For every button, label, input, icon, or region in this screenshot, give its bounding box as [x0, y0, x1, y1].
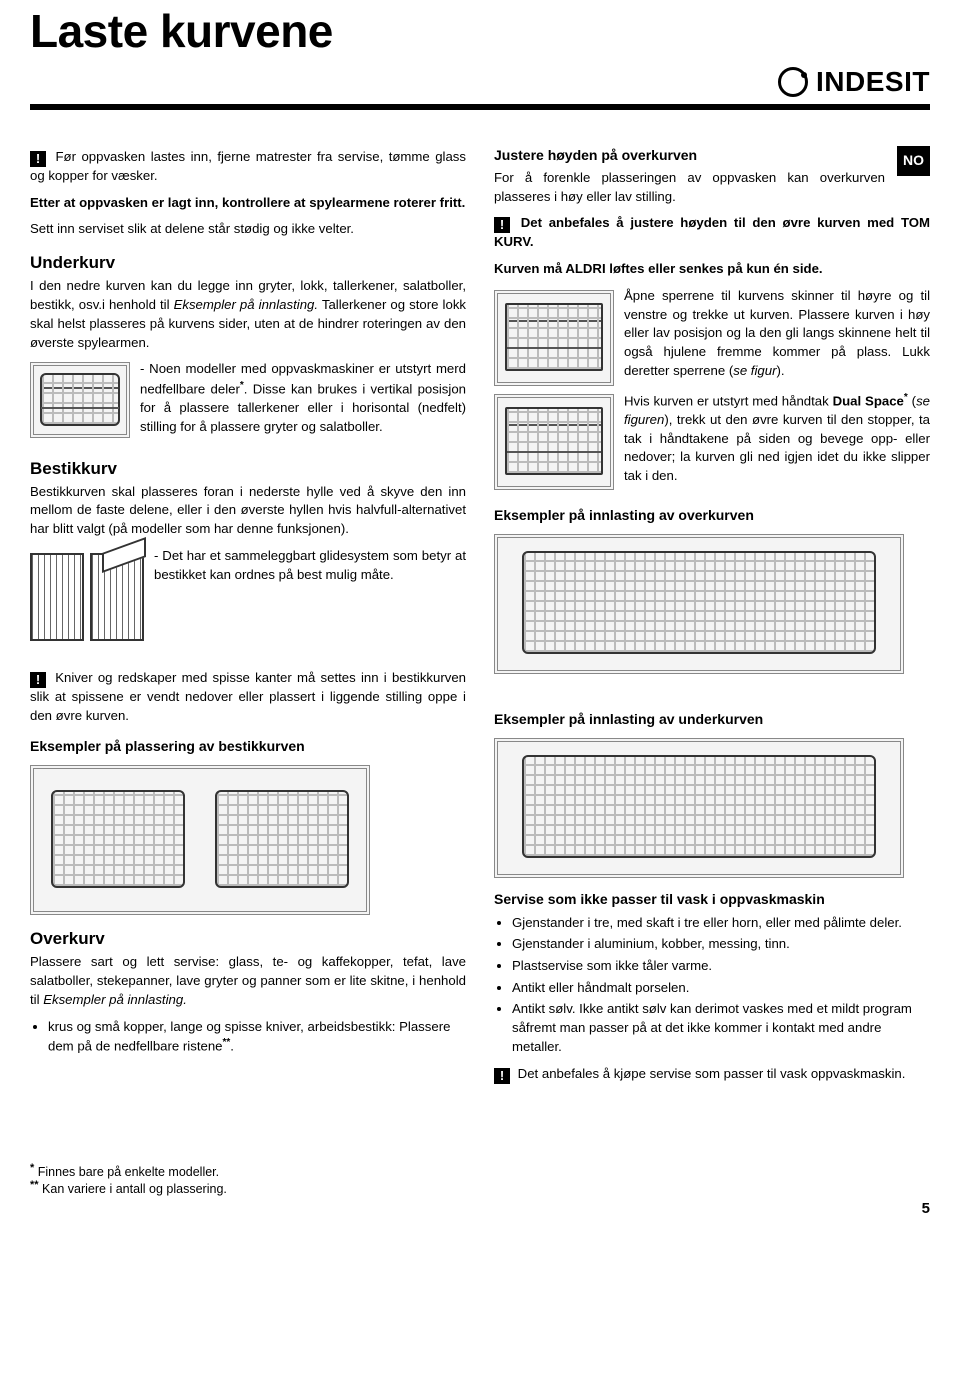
- footnotes: * Finnes bare på enkelte modeller. ** Ka…: [30, 1162, 930, 1196]
- ex-overkurv-heading: Eksempler på innlasting av overkurven: [494, 506, 930, 526]
- unsuitable-list: Gjenstander i tre, med skaft i tre eller…: [494, 914, 930, 1057]
- adjust-height-figure-2: [494, 394, 614, 490]
- justere-heading: Justere høyden på overkurven: [494, 146, 930, 166]
- col-right: NO Justere høyden på overkurven For å fo…: [494, 146, 930, 1092]
- justere-p1: For å forenkle plasseringen av oppvasken…: [494, 169, 930, 206]
- knives-warn-text: Kniver og redskaper med spisse kanter må…: [30, 670, 466, 723]
- bestikk-example-figure: [30, 765, 370, 915]
- page-title: Laste kurvene: [30, 4, 930, 58]
- intro-warning: ! Før oppvasken lastes inn, fjerne matre…: [30, 148, 466, 186]
- underkurv-loading-figure: [494, 738, 904, 878]
- underkurv-p1: I den nedre kurven kan du legge inn gryt…: [30, 277, 466, 352]
- cutlery-figure: [30, 553, 144, 641]
- justere-side-text-1: Åpne sperrene til kurvens skinner til hø…: [624, 287, 930, 381]
- justere-fig1-block: Åpne sperrene til kurvens skinner til hø…: [494, 287, 930, 389]
- col-left: ! Før oppvasken lastes inn, fjerne matre…: [30, 146, 466, 1092]
- bestikkurv-heading: Bestikkurv: [30, 457, 466, 481]
- bestikk-example-heading: Eksempler på plassering av bestikkurven: [30, 737, 466, 757]
- intro-warn-text: Før oppvasken lastes inn, fjerne matrest…: [30, 149, 466, 183]
- intro-check-arms: Etter at oppvasken er lagt inn, kontroll…: [30, 194, 466, 213]
- knives-warning: ! Kniver og redskaper med spisse kanter …: [30, 669, 466, 725]
- brand-mark-icon: [778, 67, 808, 97]
- unsuitable-li-4: Antikt eller håndmalt porselen.: [512, 979, 930, 998]
- justere-warning: ! Det anbefales å justere høyden til den…: [494, 214, 930, 252]
- overkurv-list: krus og små kopper, lange og spisse kniv…: [30, 1018, 466, 1057]
- overkurv-heading: Overkurv: [30, 927, 466, 951]
- justere-side-text-2: Hvis kurven er utstyrt med håndtak Dual …: [624, 391, 930, 486]
- unsuitable-li-3: Plastservise som ikke tåler varme.: [512, 957, 930, 976]
- warning-icon: !: [494, 217, 510, 233]
- ex-underkurv-heading: Eksempler på innlasting av underkurven: [494, 710, 930, 730]
- warning-icon: !: [494, 1068, 510, 1084]
- justere-bold-note: Kurven må ALDRI løftes eller senkes på k…: [494, 260, 930, 279]
- language-tag: NO: [897, 146, 930, 176]
- underkurv-figure: [30, 362, 130, 438]
- footnote-2: ** Kan variere i antall og plassering.: [30, 1179, 930, 1196]
- overkurv-li-1: krus og små kopper, lange og spisse kniv…: [48, 1018, 466, 1057]
- adjust-height-figure-1: [494, 290, 614, 386]
- overkurv-p1: Plassere sart og lett servise: glass, te…: [30, 953, 466, 1009]
- brand-row: INDESIT: [30, 66, 930, 98]
- unsuitable-warning: ! Det anbefales å kjøpe servise som pass…: [494, 1065, 930, 1084]
- intro-stable: Sett inn serviset slik at delene står st…: [30, 220, 466, 239]
- warning-icon: !: [30, 151, 46, 167]
- bestikkurv-p2: - Det har et sammeleggbart glidesystem s…: [154, 547, 466, 584]
- unsuitable-li-1: Gjenstander i tre, med skaft i tre eller…: [512, 914, 930, 933]
- bestikkurv-fig-block: - Det har et sammeleggbart glidesystem s…: [30, 547, 466, 645]
- footnote-1: * Finnes bare på enkelte modeller.: [30, 1162, 930, 1179]
- main-columns: ! Før oppvasken lastes inn, fjerne matre…: [30, 146, 930, 1092]
- underkurv-heading: Underkurv: [30, 251, 466, 275]
- page-number: 5: [30, 1200, 930, 1217]
- warning-icon: !: [30, 672, 46, 688]
- underkurv-p2: - Noen modeller med oppvaskmaskiner er u…: [140, 360, 466, 436]
- unsuitable-li-5: Antikt sølv. Ikke antikt sølv kan derimo…: [512, 1000, 930, 1056]
- header-rule: [30, 104, 930, 110]
- unsuitable-warn-text: Det anbefales å kjøpe servise som passer…: [518, 1066, 906, 1081]
- brand-text: INDESIT: [816, 66, 930, 98]
- justere-warn-text: Det anbefales å justere høyden til den ø…: [494, 215, 930, 249]
- underkurv-fig-block: - Noen modeller med oppvaskmaskiner er u…: [30, 360, 466, 444]
- overkurv-loading-figure: [494, 534, 904, 674]
- bestikkurv-p1: Bestikkurven skal plasseres foran i nede…: [30, 483, 466, 539]
- unsuitable-li-2: Gjenstander i aluminium, kobber, messing…: [512, 935, 930, 954]
- brand-logo: INDESIT: [778, 66, 930, 98]
- justere-fig2-block: Hvis kurven er utstyrt med håndtak Dual …: [494, 391, 930, 494]
- unsuitable-heading: Servise som ikke passer til vask i oppva…: [494, 890, 930, 910]
